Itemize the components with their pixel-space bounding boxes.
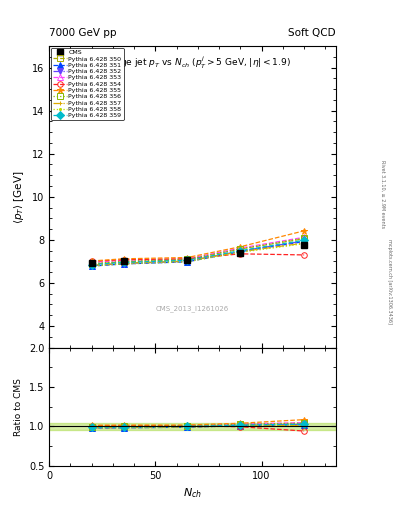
Pythia 6.428 355 [238,244,243,250]
Pythia 6.428 354 [302,252,307,258]
Text: CMS_2013_I1261026: CMS_2013_I1261026 [156,305,229,312]
Pythia 6.428 356 [89,261,94,267]
Text: mcplots.cern.ch [arXiv:1306.3436]: mcplots.cern.ch [arXiv:1306.3436] [387,239,391,324]
Pythia 6.428 350 [121,259,126,265]
Pythia 6.428 350 [238,246,243,252]
Pythia 6.428 359 [238,247,243,253]
Pythia 6.428 352 [121,261,126,267]
Pythia 6.428 357 [302,240,307,246]
Pythia 6.428 357 [185,258,189,264]
Line: Pythia 6.428 351: Pythia 6.428 351 [89,239,307,269]
Text: Soft QCD: Soft QCD [288,28,336,38]
Pythia 6.428 351 [89,263,94,269]
Text: Average jet $p_T$ vs $N_{ch}$ ($p^j_T$$>$5 GeV, $|\eta|$$<$1.9): Average jet $p_T$ vs $N_{ch}$ ($p^j_T$$>… [94,55,291,72]
Line: Pythia 6.428 358: Pythia 6.428 358 [90,242,306,268]
Pythia 6.428 358 [238,249,243,255]
Y-axis label: Ratio to CMS: Ratio to CMS [14,378,23,436]
Pythia 6.428 355 [121,255,126,262]
Line: Pythia 6.428 350: Pythia 6.428 350 [89,236,307,267]
Pythia 6.428 356 [121,259,126,265]
Pythia 6.428 355 [302,228,307,234]
Pythia 6.428 353 [89,260,94,266]
Pythia 6.428 353 [185,255,189,262]
Pythia 6.428 351 [185,259,189,265]
Pythia 6.428 353 [302,234,307,240]
Legend: CMS, Pythia 6.428 350, Pythia 6.428 351, Pythia 6.428 352, Pythia 6.428 353, Pyt: CMS, Pythia 6.428 350, Pythia 6.428 351,… [51,48,123,120]
Pythia 6.428 356 [238,246,243,252]
Pythia 6.428 356 [185,256,189,262]
Bar [49,422,336,431]
Line: Pythia 6.428 352: Pythia 6.428 352 [89,238,307,268]
Pythia 6.428 351 [302,239,307,245]
Pythia 6.428 359 [302,237,307,243]
Pythia 6.428 358 [89,263,94,269]
Pythia 6.428 359 [121,260,126,266]
Pythia 6.428 350 [185,257,189,263]
Pythia 6.428 354 [238,251,243,257]
Pythia 6.428 351 [238,249,243,255]
Line: Pythia 6.428 357: Pythia 6.428 357 [90,241,306,267]
Pythia 6.428 357 [89,262,94,268]
Pythia 6.428 352 [302,238,307,244]
Text: Rivet 3.1.10, ≥ 2.9M events: Rivet 3.1.10, ≥ 2.9M events [381,160,386,229]
Pythia 6.428 358 [121,261,126,267]
Pythia 6.428 354 [121,257,126,263]
Pythia 6.428 357 [121,260,126,266]
Pythia 6.428 354 [89,259,94,265]
Pythia 6.428 355 [89,258,94,264]
Pythia 6.428 352 [185,259,189,265]
Pythia 6.428 352 [238,248,243,254]
Pythia 6.428 359 [89,262,94,268]
Line: Pythia 6.428 355: Pythia 6.428 355 [88,227,308,264]
Pythia 6.428 358 [302,241,307,247]
Line: Pythia 6.428 353: Pythia 6.428 353 [89,234,307,265]
Pythia 6.428 353 [121,257,126,263]
Line: Pythia 6.428 356: Pythia 6.428 356 [89,236,307,266]
Pythia 6.428 353 [238,245,243,251]
Pythia 6.428 352 [89,263,94,269]
Pythia 6.428 350 [89,261,94,267]
Pythia 6.428 355 [185,254,189,261]
X-axis label: $N_{ch}$: $N_{ch}$ [183,486,202,500]
Line: Pythia 6.428 359: Pythia 6.428 359 [89,238,307,267]
Pythia 6.428 359 [185,257,189,263]
Pythia 6.428 357 [238,249,243,255]
Pythia 6.428 358 [185,259,189,265]
Pythia 6.428 354 [185,255,189,262]
Pythia 6.428 356 [302,235,307,241]
Pythia 6.428 350 [302,236,307,242]
Pythia 6.428 351 [121,261,126,267]
Text: 7000 GeV pp: 7000 GeV pp [49,28,117,38]
Y-axis label: $\langle p_T\rangle$ [GeV]: $\langle p_T\rangle$ [GeV] [12,170,26,224]
Line: Pythia 6.428 354: Pythia 6.428 354 [89,251,307,264]
